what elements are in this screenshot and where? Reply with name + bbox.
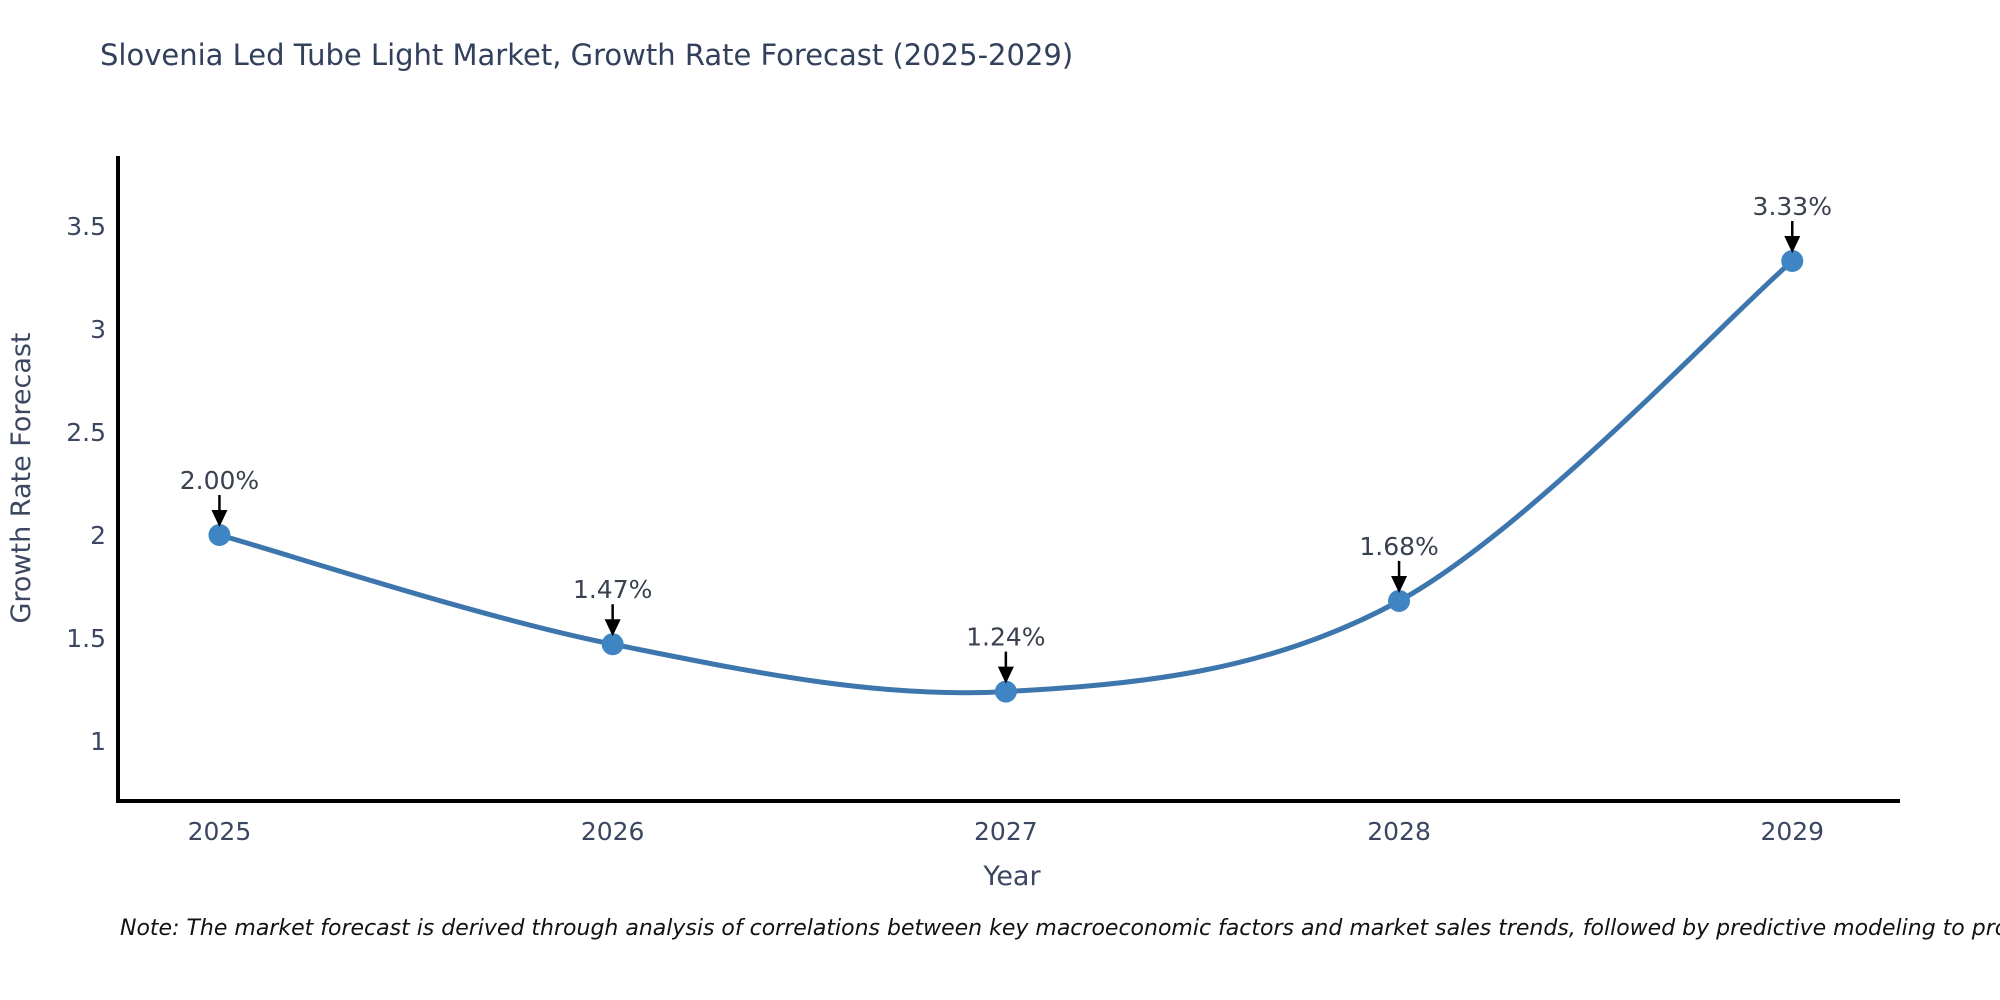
footnote: Note: The market forecast is derived thr…: [120, 916, 2000, 941]
point-value-label: 1.24%: [966, 623, 1045, 652]
annotation-arrow-head: [997, 666, 1014, 684]
data-point: [601, 633, 624, 656]
annotation-arrow-head: [604, 619, 621, 637]
annotation-arrow-head: [1784, 236, 1801, 254]
x-tick-label: 2027: [974, 817, 1038, 846]
y-tick-label: 3: [90, 315, 106, 344]
annotation-arrow-head: [211, 510, 228, 528]
y-tick-label: 3.5: [66, 212, 106, 241]
x-tick-label: 2026: [581, 817, 645, 846]
chart-title: Slovenia Led Tube Light Market, Growth R…: [100, 38, 1074, 72]
x-axis-title: Year: [982, 861, 1041, 892]
x-tick-label: 2028: [1367, 817, 1431, 846]
point-value-label: 3.33%: [1753, 192, 1832, 221]
data-point: [1388, 589, 1411, 612]
y-axis-title: Growth Rate Forecast: [6, 332, 37, 623]
data-point: [208, 524, 231, 547]
point-value-label: 1.68%: [1359, 532, 1438, 561]
x-tick-label: 2025: [188, 817, 252, 846]
y-tick-label: 2: [90, 521, 106, 550]
annotation-arrow-head: [1391, 575, 1408, 593]
x-tick-label: 2029: [1760, 817, 1824, 846]
y-tick-label: 1: [90, 727, 106, 756]
point-value-label: 2.00%: [180, 466, 259, 495]
y-tick-label: 2.5: [66, 418, 106, 447]
data-point: [1781, 250, 1804, 273]
data-point: [994, 680, 1017, 703]
plot-area: 1 1.5 2 2.5 3 3.5 2025 2026 2027 2028 2029 2.00% 1.4…: [66, 156, 1900, 846]
y-tick-label: 1.5: [66, 624, 106, 653]
point-value-label: 1.47%: [573, 575, 652, 604]
